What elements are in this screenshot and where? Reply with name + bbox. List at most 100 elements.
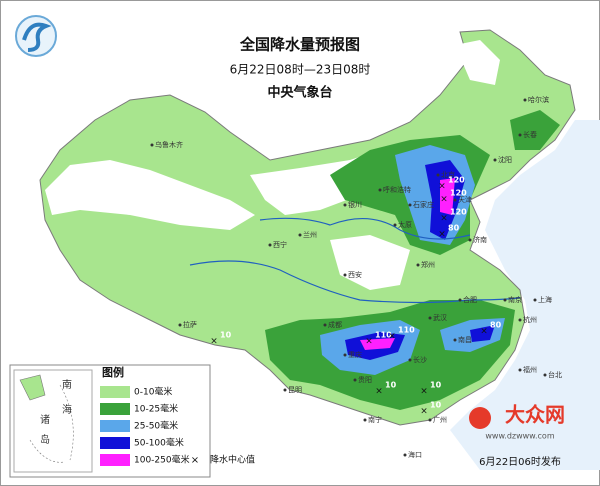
legend-label: 0-10毫米: [134, 386, 172, 398]
center-marker: ×: [438, 230, 446, 240]
city-label: 长春: [523, 130, 537, 139]
legend-label: 25-50毫米: [134, 420, 178, 432]
city-dot: [323, 323, 327, 327]
legend-label: 100-250毫米: [134, 454, 190, 466]
city-dot: [533, 298, 537, 302]
city-label: 重庆: [348, 350, 362, 359]
legend-swatch: [100, 420, 130, 432]
city-dot: [493, 158, 497, 162]
center-marker: ×: [388, 332, 396, 342]
city-dot: [283, 388, 287, 392]
city-dot: [353, 378, 357, 382]
legend-title: 图例: [102, 365, 124, 379]
legend-swatch: [100, 437, 130, 449]
city-dot: [436, 173, 440, 177]
watermark-url: www.dzwww.com: [485, 432, 554, 441]
city-label: 上海: [538, 295, 552, 304]
center-marker: ×: [210, 337, 218, 347]
city-dot: [408, 203, 412, 207]
city-label: 南宁: [368, 415, 382, 424]
rain-center-value: 80: [448, 224, 460, 233]
city-dot: [543, 373, 547, 377]
issuer: 中央气象台: [267, 85, 332, 101]
rain-center-value: 110: [375, 331, 392, 340]
city-dot: [393, 223, 397, 227]
city-label: 天津: [458, 196, 472, 204]
inset-label: 南: [62, 378, 72, 391]
city-label: 呼和浩特: [383, 185, 411, 194]
city-label: 太原: [398, 220, 412, 229]
city-label: 武汉: [433, 313, 447, 322]
period: 6月22日08时—23日08时: [230, 63, 371, 77]
city-label: 南昌: [458, 335, 472, 344]
rain-center-value: 10: [385, 381, 397, 390]
river: [259, 217, 471, 240]
city-label: 乌鲁木齐: [155, 140, 183, 149]
legend-items: 0-10毫米 10-25毫米 25-50毫米 50-100毫米 100-250毫米 × 降水…: [100, 386, 255, 466]
issued-time: 6月22日06时发布: [479, 455, 561, 468]
city-dot: [518, 133, 522, 137]
center-marker: ×: [440, 214, 448, 224]
rain-center-value: 10: [430, 381, 442, 390]
city-dot: [428, 418, 432, 422]
center-marker: ×: [420, 407, 428, 417]
logo: [15, 15, 57, 57]
city-label: 西宁: [273, 240, 287, 249]
city-dot: [523, 98, 527, 102]
inset-label: 岛: [40, 433, 50, 446]
center-marker: ×: [438, 182, 446, 192]
city-dot: [458, 298, 462, 302]
rain-center-value: 10: [220, 331, 232, 340]
inset-label: 海: [62, 403, 72, 416]
rain-100-250: [440, 178, 455, 215]
city-label: 北京: [441, 170, 455, 179]
city-dot: [428, 316, 432, 320]
legend-swatch: [100, 403, 130, 415]
city-dot: [343, 353, 347, 357]
map-title: 全国降水量预报图: [239, 36, 360, 54]
rain-center-value: 120: [448, 176, 465, 185]
city-label: 昆明: [288, 386, 302, 394]
city-dot: [378, 188, 382, 192]
watermark: 大众网 www.dzwww.com: [469, 403, 565, 441]
legend-label: 10-25毫米: [134, 403, 178, 415]
center-marker: ×: [440, 195, 448, 205]
legend-marker: ×: [191, 455, 199, 466]
city-label: 南京: [508, 295, 522, 304]
city-dot: [268, 243, 272, 247]
rain-center-value: 80: [490, 321, 502, 330]
dry-area: [455, 40, 500, 85]
inset-land: [19, 374, 46, 401]
city-label: 拉萨: [183, 320, 197, 329]
city-label: 郑州: [421, 261, 435, 269]
city-dot: [416, 263, 420, 267]
city-label: 杭州: [523, 315, 537, 324]
center-marker: ×: [375, 387, 383, 397]
rain-center-value: 10: [430, 401, 442, 410]
city-dot: [503, 298, 507, 302]
city-dot: [453, 198, 457, 202]
city-label: 济南: [473, 235, 487, 244]
city-dot: [408, 358, 412, 362]
city-dot: [518, 368, 522, 372]
city-dot: [363, 418, 367, 422]
city-label: 哈尔滨: [528, 95, 549, 104]
inset-boundary: [29, 384, 74, 463]
rain-100-250: [360, 338, 395, 350]
city-label: 台北: [548, 370, 562, 379]
city-label: 银川: [348, 200, 362, 209]
rain-center-value: 120: [450, 208, 467, 217]
river: [189, 260, 521, 304]
city-dot: [178, 323, 182, 327]
dry-area: [330, 235, 410, 290]
center-marker: ×: [365, 337, 373, 347]
dry-area: [45, 160, 255, 230]
legend-swatch: [100, 454, 130, 466]
city-label: 石家庄: [413, 200, 434, 209]
inset-label: 诸: [40, 414, 50, 426]
city-dot: [403, 453, 407, 457]
rain-50-100: [470, 325, 495, 342]
legend-label: 50-100毫米: [134, 437, 184, 449]
legend-center-label: 降水中心值: [210, 454, 255, 466]
